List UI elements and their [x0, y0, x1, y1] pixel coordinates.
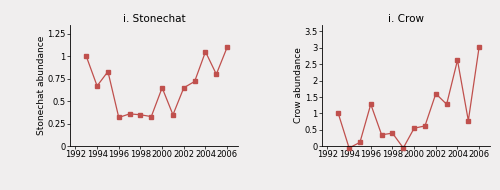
Title: i. Crow: i. Crow [388, 14, 424, 24]
Title: i. Stonechat: i. Stonechat [122, 14, 186, 24]
Y-axis label: Stonechat abundance: Stonechat abundance [37, 36, 46, 135]
Y-axis label: Crow abundance: Crow abundance [294, 48, 303, 124]
